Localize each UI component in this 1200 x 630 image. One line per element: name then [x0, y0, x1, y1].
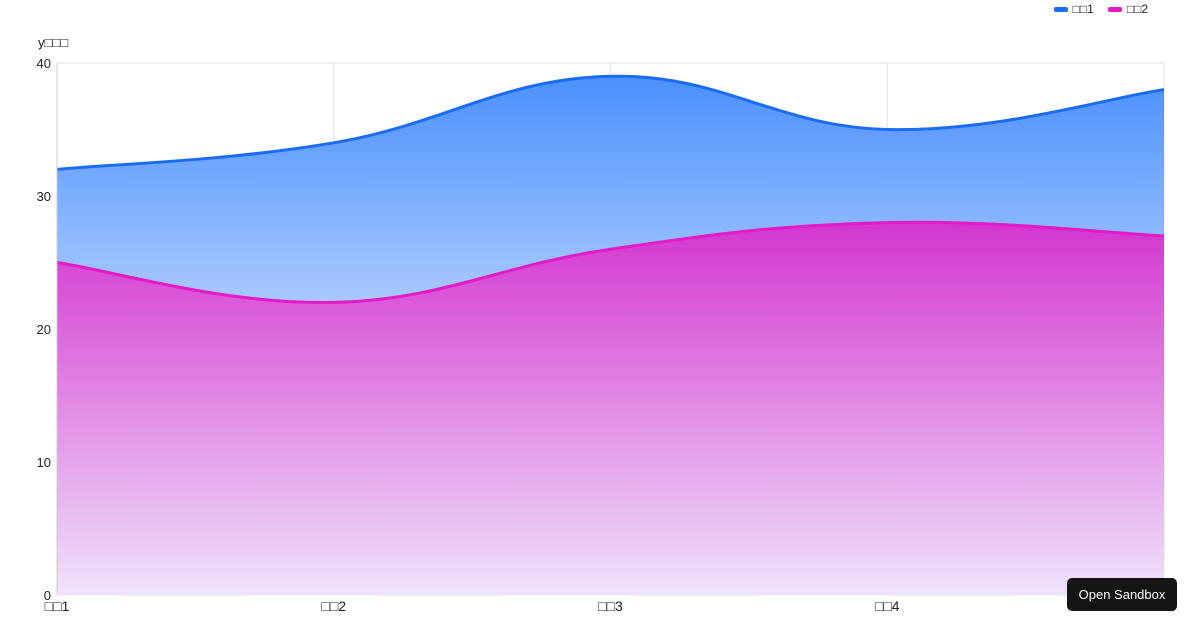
x-tick-label: □□4: [875, 598, 900, 614]
x-tick-label: □□2: [321, 598, 346, 614]
series-2-line: [56, 220, 1165, 304]
open-sandbox-button[interactable]: Open Sandbox: [1067, 578, 1177, 611]
y-axis-title: y□□□: [38, 35, 69, 50]
legend-label: □□1: [1072, 2, 1094, 16]
y-tick-label: 20: [37, 322, 51, 337]
y-tick-label: 40: [37, 56, 51, 71]
legend: □□1 □□2: [1053, 2, 1148, 16]
y-tick-label: 30: [37, 189, 51, 204]
legend-label: □□2: [1126, 2, 1148, 16]
legend-item-series-2[interactable]: □□2: [1107, 2, 1148, 16]
series-1-area: [57, 76, 1164, 303]
y-tick-label: 0: [44, 588, 51, 603]
legend-swatch: [1107, 6, 1122, 12]
series-2-area: [57, 222, 1164, 595]
x-tick-label: □□1: [45, 598, 70, 614]
legend-swatch: [1053, 6, 1068, 12]
legend-item-series-1[interactable]: □□1: [1053, 2, 1094, 16]
series-1-line: [56, 74, 1165, 171]
y-tick-label: 10: [37, 455, 51, 470]
x-tick-label: □□3: [598, 598, 623, 614]
